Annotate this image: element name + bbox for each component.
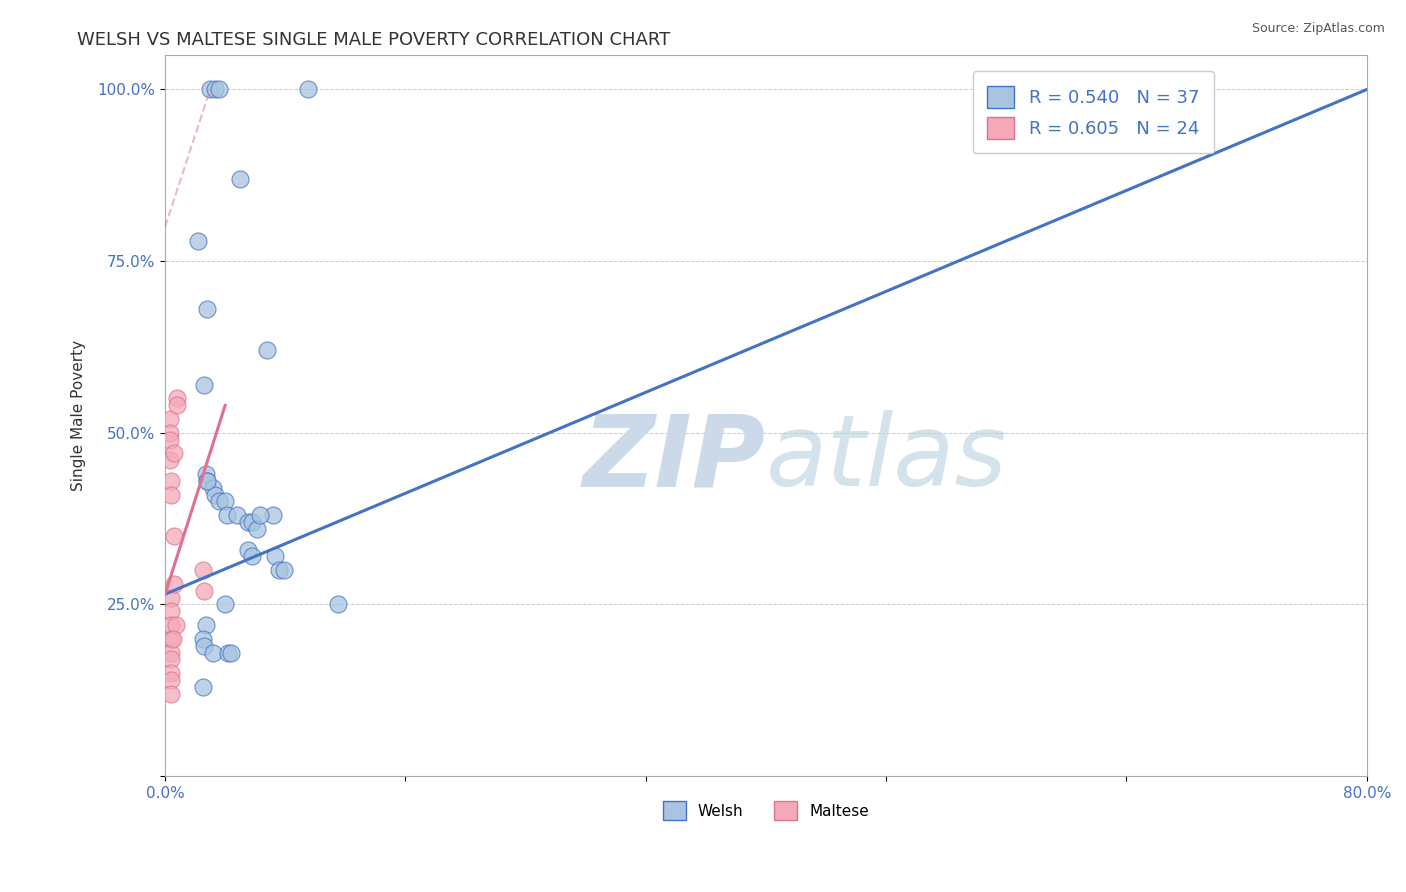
Point: [159, 412, 181, 426]
Point: [191, 632, 214, 646]
Y-axis label: Single Male Poverty: Single Male Poverty: [72, 340, 86, 491]
Point: [160, 646, 183, 660]
Point: [193, 639, 215, 653]
Point: [160, 687, 183, 701]
Point: [160, 652, 183, 666]
Point: [160, 488, 183, 502]
Point: [262, 508, 284, 523]
Point: [226, 508, 249, 523]
Point: [193, 583, 215, 598]
Point: [204, 488, 226, 502]
Point: [160, 618, 183, 632]
Text: Source: ZipAtlas.com: Source: ZipAtlas.com: [1251, 22, 1385, 36]
Point: [240, 549, 263, 564]
Point: [163, 529, 186, 543]
Point: [160, 604, 183, 618]
Point: [236, 515, 259, 529]
Point: [159, 453, 181, 467]
Point: [193, 377, 215, 392]
Point: [160, 673, 183, 687]
Point: [195, 474, 218, 488]
Point: [198, 82, 221, 96]
Point: [208, 82, 231, 96]
Point: [256, 343, 278, 358]
Point: [160, 474, 183, 488]
Point: [273, 563, 295, 577]
Point: [246, 522, 269, 536]
Point: [166, 392, 188, 406]
Point: [240, 515, 263, 529]
Point: [159, 433, 181, 447]
Point: [204, 82, 226, 96]
Point: [263, 549, 285, 564]
Point: [160, 666, 183, 681]
Point: [163, 446, 186, 460]
Point: [159, 425, 181, 440]
Point: [202, 481, 225, 495]
Point: [326, 598, 349, 612]
Point: [165, 618, 187, 632]
Point: [194, 618, 217, 632]
Point: [163, 577, 186, 591]
Point: [215, 508, 238, 523]
Point: [195, 474, 218, 488]
Point: [191, 680, 214, 694]
Text: WELSH VS MALTESE SINGLE MALE POVERTY CORRELATION CHART: WELSH VS MALTESE SINGLE MALE POVERTY COR…: [77, 31, 671, 49]
Point: [187, 234, 209, 248]
Point: [195, 302, 218, 317]
Point: [162, 632, 184, 646]
Point: [202, 646, 225, 660]
Text: atlas: atlas: [766, 410, 1008, 508]
Point: [160, 591, 183, 605]
Point: [219, 646, 242, 660]
Point: [236, 542, 259, 557]
Point: [229, 171, 252, 186]
Point: [269, 563, 291, 577]
Point: [214, 494, 236, 508]
Point: [297, 82, 319, 96]
Legend: Welsh, Maltese: Welsh, Maltese: [657, 796, 875, 826]
Point: [191, 563, 214, 577]
Text: ZIP: ZIP: [583, 410, 766, 508]
Point: [194, 467, 217, 481]
Point: [249, 508, 271, 523]
Point: [208, 494, 231, 508]
Point: [217, 646, 239, 660]
Point: [166, 398, 188, 412]
Point: [160, 632, 183, 646]
Point: [214, 598, 236, 612]
